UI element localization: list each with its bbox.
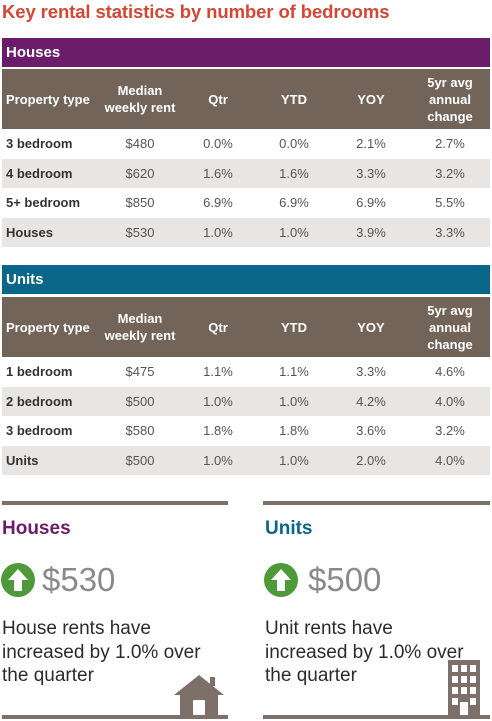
column-header-qtr: Qtr [180, 297, 256, 357]
row-5yr-avg: 4.6% [435, 364, 465, 380]
row-ytd: 1.0% [256, 217, 332, 247]
houses-summary-top-rule [2, 501, 228, 505]
table-row: 1 bedroom $475 1.1% 1.1% 3.3% 4.6% [2, 357, 490, 387]
column-header-median-rent: Median weekly rent [100, 69, 180, 129]
up-arrow-icon [264, 563, 298, 597]
row-median-rent: $500 [100, 386, 180, 416]
row-yoy: 3.9% [332, 217, 410, 247]
table-row: 5+ bedroom $850 6.9% 6.9% 6.9% 5.5% [2, 188, 490, 218]
row-yoy: 3.3% [332, 158, 410, 188]
row-ytd: 6.9% [279, 195, 309, 211]
building-icon [448, 660, 480, 717]
row-property-type: 3 bedroom [6, 136, 73, 152]
column-header-yoy: YOY [332, 69, 410, 129]
column-header-property-type: Property type [2, 297, 100, 357]
column-header-ytd: YTD [256, 297, 332, 357]
row-qtr: 1.0% [180, 386, 256, 416]
row-yoy: 2.0% [332, 445, 410, 475]
row-median-rent: $500 [100, 445, 180, 475]
row-yoy: 3.3% [356, 364, 386, 380]
row-qtr: 1.6% [180, 158, 256, 188]
row-qtr: 6.9% [203, 195, 233, 211]
table-header-row: Property type Median weekly rent Qtr YTD… [2, 69, 490, 129]
row-qtr: 0.0% [203, 136, 233, 152]
houses-median-rent-value: $530 [42, 561, 116, 598]
row-ytd: 1.1% [279, 364, 309, 380]
row-median-rent: $580 [125, 423, 155, 439]
row-property-type: 5+ bedroom [6, 195, 81, 211]
column-header-5yr-avg: 5yr avg annual change [410, 69, 490, 129]
units-summary-title: Units [265, 518, 313, 539]
row-qtr: 1.1% [203, 364, 233, 380]
row-yoy: 3.6% [356, 423, 386, 439]
row-median-rent: $530 [100, 217, 180, 247]
column-header-yoy: YOY [332, 297, 410, 357]
column-header-property-type: Property type [2, 69, 100, 129]
units-summary-top-rule [263, 501, 490, 505]
row-qtr: 1.0% [180, 217, 256, 247]
row-median-rent: $850 [125, 195, 155, 211]
row-property-type: 1 bedroom [6, 364, 73, 380]
row-yoy: 4.2% [332, 386, 410, 416]
house-icon [174, 675, 224, 715]
row-5yr-avg: 3.3% [410, 217, 490, 247]
row-property-type: 3 bedroom [6, 423, 73, 439]
row-median-rent: $480 [125, 136, 155, 152]
row-median-rent: $620 [100, 158, 180, 188]
table-header-row: Property type Median weekly rent Qtr YTD… [2, 297, 490, 357]
units-summary-bottom-rule [263, 715, 490, 719]
column-header-ytd: YTD [256, 69, 332, 129]
table-row-total: Units $500 1.0% 1.0% 2.0% 4.0% [2, 445, 490, 475]
houses-summary-bottom-rule [2, 715, 228, 719]
row-median-rent: $475 [125, 364, 155, 380]
row-ytd: 0.0% [279, 136, 309, 152]
units-median-rent-value: $500 [308, 561, 382, 598]
table-row: 3 bedroom $480 0.0% 0.0% 2.1% 2.7% [2, 129, 490, 159]
column-header-5yr-avg: 5yr avg annual change [410, 297, 490, 357]
houses-stats-table: Property type Median weekly rent Qtr YTD… [2, 69, 490, 247]
row-property-type: Houses [2, 217, 100, 247]
row-ytd: 1.0% [256, 386, 332, 416]
column-header-qtr: Qtr [180, 69, 256, 129]
houses-summary-description: House rents have increased by 1.0% over … [2, 618, 201, 686]
table-row-total: Houses $530 1.0% 1.0% 3.9% 3.3% [2, 217, 490, 247]
up-arrow-icon [1, 563, 35, 597]
row-property-type: Units [2, 445, 100, 475]
row-yoy: 6.9% [356, 195, 386, 211]
row-5yr-avg: 4.0% [410, 445, 490, 475]
row-5yr-avg: 2.7% [435, 136, 465, 152]
page-title: Key rental statistics by number of bedro… [2, 1, 390, 22]
row-5yr-avg: 4.0% [410, 386, 490, 416]
units-summary-description: Unit rents have increased by 1.0% over t… [265, 618, 464, 686]
column-header-median-rent: Median weekly rent [100, 297, 180, 357]
houses-section-heading: Houses [2, 38, 490, 67]
row-property-type: 2 bedroom [2, 386, 100, 416]
table-row: 3 bedroom $580 1.8% 1.8% 3.6% 3.2% [2, 416, 490, 446]
table-row: 2 bedroom $500 1.0% 1.0% 4.2% 4.0% [2, 386, 490, 416]
row-5yr-avg: 5.5% [435, 195, 465, 211]
row-property-type: 4 bedroom [2, 158, 100, 188]
table-row: 4 bedroom $620 1.6% 1.6% 3.3% 3.2% [2, 158, 490, 188]
houses-summary-title: Houses [2, 518, 71, 539]
row-qtr: 1.8% [203, 423, 233, 439]
row-5yr-avg: 3.2% [435, 423, 465, 439]
units-stats-table: Property type Median weekly rent Qtr YTD… [2, 297, 490, 475]
row-5yr-avg: 3.2% [410, 158, 490, 188]
row-ytd: 1.8% [279, 423, 309, 439]
row-qtr: 1.0% [180, 445, 256, 475]
row-ytd: 1.0% [256, 445, 332, 475]
units-section-heading: Units [2, 265, 490, 294]
row-yoy: 2.1% [356, 136, 386, 152]
row-ytd: 1.6% [256, 158, 332, 188]
